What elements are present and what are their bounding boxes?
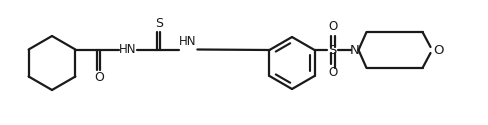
Text: N: N [349, 44, 359, 57]
Text: HN: HN [179, 35, 196, 48]
Text: O: O [328, 20, 337, 34]
Text: O: O [328, 66, 337, 80]
Text: S: S [328, 44, 337, 57]
Text: S: S [155, 17, 163, 30]
Text: O: O [433, 44, 444, 57]
Text: O: O [94, 71, 104, 84]
Text: HN: HN [119, 43, 136, 56]
